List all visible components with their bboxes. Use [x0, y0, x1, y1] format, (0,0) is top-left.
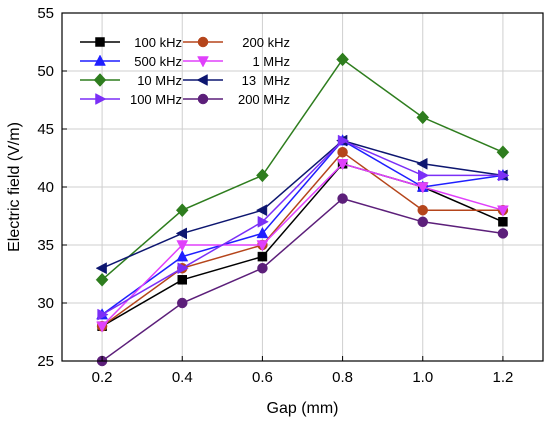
- data-point: [96, 321, 108, 333]
- series-line: [101, 139, 504, 316]
- y-axis: 25 30 35 40 45 50 55: [37, 5, 67, 370]
- legend-label: 200 MHz: [238, 92, 290, 107]
- legend-item: 10 MHz: [80, 73, 182, 88]
- data-point: [257, 262, 268, 274]
- legend-item: 100 kHz: [80, 35, 182, 50]
- x-tick-label: 0.8: [332, 369, 353, 386]
- legend-marker: [95, 93, 107, 105]
- legend-label: 200 kHz: [242, 35, 290, 50]
- legend-item: 200 kHz: [183, 35, 290, 50]
- data-point: [177, 297, 188, 309]
- data-point: [498, 169, 510, 182]
- x-axis: 0.2 0.4 0.6 0.8 1.0 1.2: [92, 356, 513, 386]
- data-point: [336, 159, 349, 171]
- series-line: [101, 197, 504, 362]
- series-line: [101, 162, 504, 327]
- data-point: [337, 146, 348, 158]
- legend-marker: [197, 36, 209, 48]
- data-point: [255, 204, 268, 217]
- data-point: [417, 216, 428, 228]
- legend-label: 13 MHz: [242, 73, 290, 88]
- data-point: [177, 275, 187, 285]
- series-layer: [95, 52, 510, 367]
- series-line: [101, 139, 503, 316]
- legend-item: 200 MHz: [183, 92, 290, 107]
- series-group: [97, 134, 510, 321]
- y-tick-label: 40: [37, 179, 54, 196]
- series-group: [95, 52, 510, 287]
- series-line: [101, 151, 503, 327]
- x-tick-label: 0.6: [252, 369, 273, 386]
- legend-label: 10 MHz: [137, 73, 182, 88]
- data-point: [175, 203, 189, 218]
- legend-item: 100 MHz: [80, 92, 182, 107]
- legend-label: 500 kHz: [134, 54, 182, 69]
- series-line: [101, 58, 504, 281]
- data-point: [416, 182, 429, 194]
- data-point: [417, 204, 428, 216]
- data-point: [257, 251, 268, 262]
- x-axis-title: Gap (mm): [267, 400, 339, 417]
- y-tick-label: 25: [37, 353, 54, 370]
- x-tick-label: 1.2: [492, 369, 513, 386]
- legend-marker: [197, 93, 209, 105]
- data-point: [256, 226, 269, 239]
- x-tick-label: 0.4: [172, 369, 193, 386]
- legend-item: 500 kHz: [80, 54, 182, 69]
- data-point: [336, 52, 349, 67]
- data-point: [337, 193, 348, 204]
- legend-item: 1 MHz: [183, 54, 290, 69]
- y-tick-label: 50: [37, 63, 54, 80]
- legend-marker: [93, 73, 107, 87]
- data-point: [177, 262, 189, 275]
- series-line: [101, 139, 504, 269]
- legend-marker: [94, 54, 106, 66]
- data-point: [496, 145, 510, 160]
- data-point: [418, 169, 430, 182]
- data-point: [95, 272, 109, 287]
- series-line: [101, 162, 504, 327]
- data-point: [256, 168, 269, 183]
- series-group: [96, 134, 509, 320]
- data-point: [498, 217, 508, 227]
- data-point: [416, 157, 428, 170]
- data-point: [497, 228, 509, 239]
- y-tick-label: 55: [37, 5, 54, 22]
- data-point: [337, 134, 350, 147]
- series-group: [96, 159, 509, 333]
- data-point: [175, 227, 187, 240]
- data-point: [497, 205, 509, 217]
- legend-item: 13 MHz: [183, 73, 290, 88]
- y-axis-title: Electric field (V/m): [6, 122, 23, 252]
- legend-label: 100 MHz: [130, 92, 182, 107]
- data-point: [176, 250, 189, 262]
- data-point: [95, 262, 107, 275]
- series-group: [96, 193, 509, 367]
- data-point: [97, 308, 109, 321]
- data-point: [256, 240, 269, 252]
- y-tick-label: 35: [37, 237, 54, 254]
- series-group: [95, 134, 508, 275]
- data-point: [257, 215, 269, 228]
- y-tick-label: 30: [37, 295, 54, 312]
- legend-marker: [95, 37, 105, 47]
- y-tick-label: 45: [37, 121, 54, 138]
- data-point: [176, 240, 189, 252]
- legend-label: 1 MHz: [252, 54, 290, 69]
- legend-marker: [197, 56, 209, 68]
- legend-marker: [196, 74, 208, 86]
- x-tick-label: 1.0: [412, 369, 433, 386]
- data-point: [416, 110, 430, 125]
- legend: 100 kHz 200 kHz 500 kHz 1 MHz 10 MHz 13 MHz 10…: [80, 35, 290, 107]
- x-tick-label: 0.2: [92, 369, 113, 386]
- legend-label: 100 kHz: [134, 35, 182, 50]
